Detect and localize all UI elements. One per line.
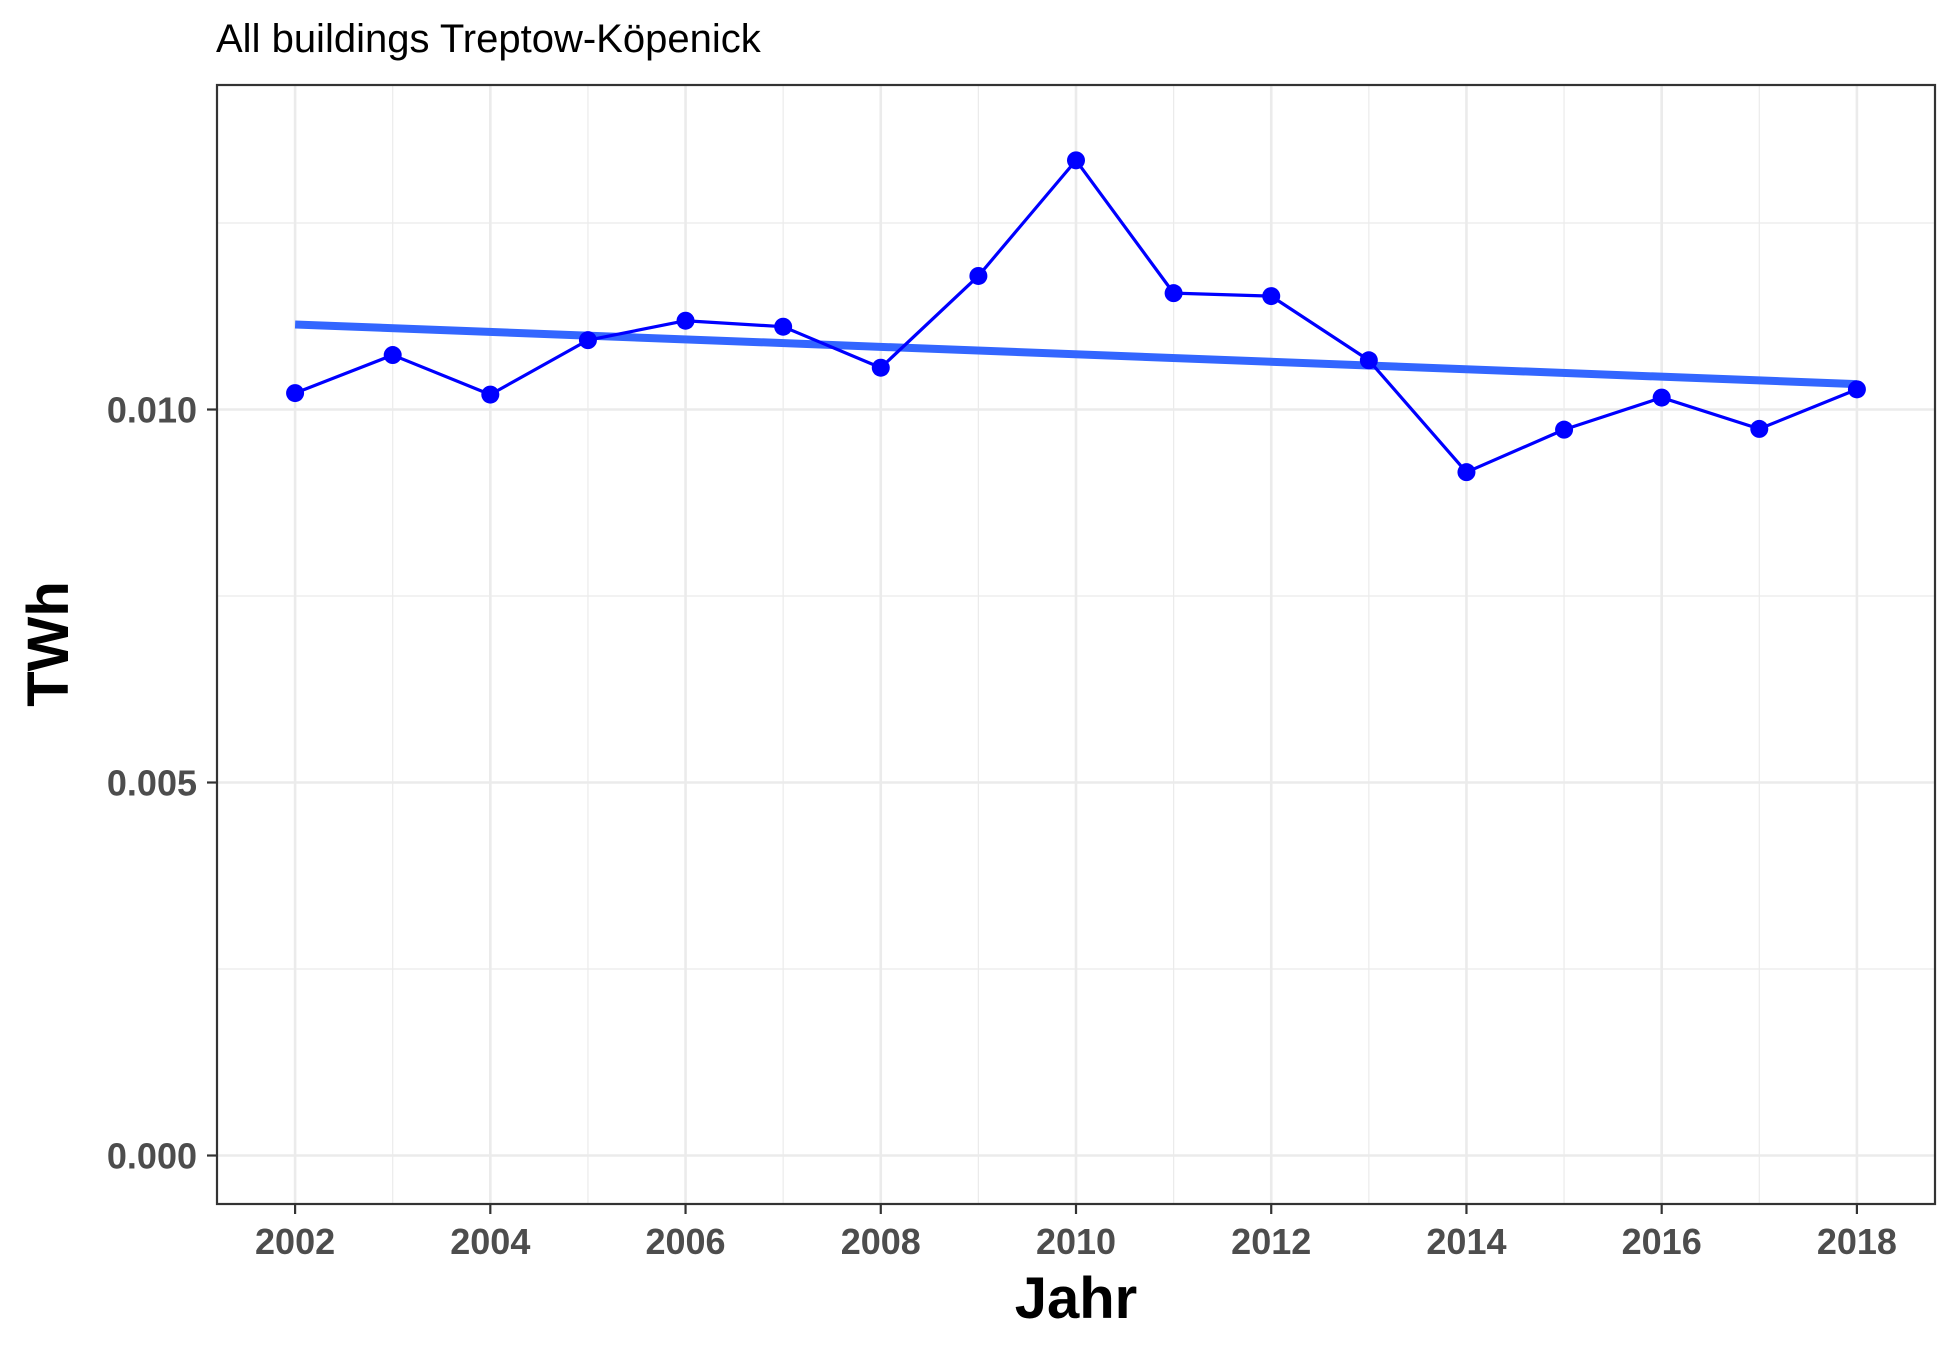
y-tick-label: 0.000 <box>107 1136 197 1177</box>
data-point <box>1262 287 1281 306</box>
y-tick-label: 0.005 <box>107 763 197 804</box>
axis-ticks <box>207 408 1859 1214</box>
chart-title: All buildings Treptow-Köpenick <box>216 17 762 61</box>
y-tick-label: 0.010 <box>107 390 197 431</box>
y-axis-title: TWh <box>16 581 81 707</box>
x-tick-labels: 2002 2004 2006 2008 2010 2012 2014 2016 2018 <box>255 1221 1897 1262</box>
grid-major <box>217 85 1935 1204</box>
data-point <box>871 358 890 377</box>
x-tick-label: 2008 <box>841 1221 921 1262</box>
data-point <box>481 385 500 404</box>
x-tick-label: 2010 <box>1036 1221 1116 1262</box>
data-point <box>676 311 695 330</box>
data-point <box>1457 463 1476 482</box>
trend-layer <box>294 320 1858 389</box>
series-layer <box>286 151 1866 482</box>
data-point <box>1555 420 1574 439</box>
data-point <box>286 384 305 403</box>
data-point <box>774 317 793 336</box>
y-tick-labels: 0.000 0.005 0.010 <box>107 390 197 1177</box>
data-point <box>578 331 597 350</box>
data-point <box>969 266 988 285</box>
x-tick-label: 2004 <box>450 1221 530 1262</box>
data-point <box>1067 151 1085 170</box>
x-axis-title: Jahr <box>1015 1266 1138 1331</box>
x-tick-label: 2006 <box>645 1221 725 1262</box>
data-point <box>1750 419 1769 438</box>
x-tick-label: 2018 <box>1817 1221 1897 1262</box>
x-tick-label: 2014 <box>1426 1221 1506 1262</box>
x-tick-label: 2002 <box>255 1221 335 1262</box>
data-point <box>1652 388 1671 407</box>
data-point <box>1359 351 1378 370</box>
x-tick-label: 2012 <box>1231 1221 1311 1262</box>
data-point <box>383 346 402 365</box>
x-tick-label: 2016 <box>1622 1221 1702 1262</box>
data-point <box>1847 380 1866 399</box>
trend-line <box>294 320 1858 389</box>
data-point <box>1164 284 1183 303</box>
